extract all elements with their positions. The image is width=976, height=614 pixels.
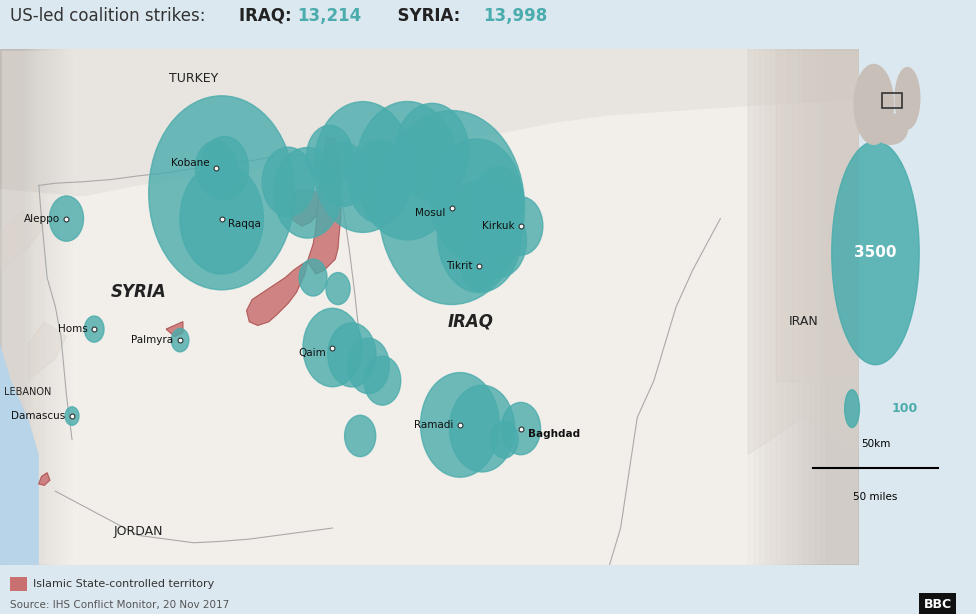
Circle shape: [195, 141, 237, 196]
Circle shape: [502, 402, 541, 455]
Polygon shape: [0, 211, 44, 270]
Text: LEBANON: LEBANON: [4, 387, 52, 397]
Circle shape: [328, 323, 376, 387]
Polygon shape: [0, 395, 27, 454]
Polygon shape: [776, 49, 859, 381]
Circle shape: [430, 139, 523, 262]
Circle shape: [348, 141, 411, 223]
Ellipse shape: [895, 68, 919, 129]
Text: Source: IHS Conflict Monitor, 20 Nov 2017: Source: IHS Conflict Monitor, 20 Nov 201…: [10, 600, 229, 610]
Text: 13,998: 13,998: [483, 7, 548, 25]
Text: 50 miles: 50 miles: [853, 492, 898, 502]
Text: IRAQ:: IRAQ:: [239, 7, 298, 25]
Polygon shape: [748, 49, 859, 454]
Circle shape: [450, 385, 514, 472]
Text: 50km: 50km: [861, 438, 890, 448]
Text: SYRIA: SYRIA: [110, 283, 166, 301]
Circle shape: [499, 196, 543, 255]
Circle shape: [180, 163, 264, 274]
Polygon shape: [0, 49, 859, 196]
Circle shape: [379, 111, 524, 305]
Polygon shape: [27, 322, 66, 381]
Circle shape: [461, 242, 498, 291]
Polygon shape: [166, 322, 183, 336]
Circle shape: [313, 102, 412, 232]
Text: 13,214: 13,214: [298, 7, 362, 25]
Circle shape: [355, 101, 460, 240]
Polygon shape: [288, 189, 318, 226]
Circle shape: [50, 196, 84, 241]
Polygon shape: [0, 344, 39, 565]
Circle shape: [345, 415, 376, 457]
Circle shape: [65, 407, 79, 426]
Polygon shape: [247, 262, 307, 325]
Circle shape: [172, 328, 189, 352]
Circle shape: [364, 356, 401, 405]
Circle shape: [490, 421, 518, 458]
Text: 100: 100: [891, 402, 917, 415]
Circle shape: [84, 316, 104, 342]
Circle shape: [473, 167, 524, 233]
Text: TURKEY: TURKEY: [169, 72, 219, 85]
Ellipse shape: [874, 114, 908, 144]
Text: Damascus: Damascus: [11, 411, 65, 421]
Text: JORDAN: JORDAN: [114, 525, 163, 538]
Text: 3500: 3500: [854, 246, 897, 260]
Polygon shape: [39, 473, 50, 485]
Text: Qaim: Qaim: [298, 348, 326, 359]
Text: IRAN: IRAN: [789, 315, 818, 328]
Circle shape: [470, 204, 526, 278]
Text: Islamic State-controlled territory: Islamic State-controlled territory: [33, 579, 215, 589]
Text: Mosul: Mosul: [415, 208, 445, 219]
Text: Kirkuk: Kirkuk: [481, 221, 514, 231]
Text: IRAQ: IRAQ: [448, 313, 494, 331]
Text: Ramadi: Ramadi: [414, 420, 453, 430]
Text: Kobane: Kobane: [171, 158, 210, 168]
Circle shape: [300, 259, 327, 296]
Text: Palmyra: Palmyra: [132, 335, 174, 345]
Circle shape: [148, 96, 295, 290]
Circle shape: [200, 136, 249, 201]
Circle shape: [421, 373, 500, 477]
Circle shape: [319, 142, 368, 206]
Circle shape: [844, 390, 860, 427]
Circle shape: [263, 147, 314, 216]
Polygon shape: [307, 138, 341, 274]
Text: SYRIA:: SYRIA:: [386, 7, 466, 25]
Text: US-led coalition strikes:: US-led coalition strikes:: [10, 7, 211, 25]
Circle shape: [832, 141, 919, 365]
Text: Homs: Homs: [58, 324, 88, 334]
Text: Raqqa: Raqqa: [228, 219, 262, 230]
Text: BBC: BBC: [923, 598, 952, 612]
Text: Aleppo: Aleppo: [23, 214, 60, 223]
Circle shape: [395, 103, 469, 201]
Text: Tikrit: Tikrit: [446, 262, 472, 271]
Bar: [881, 93, 902, 108]
Polygon shape: [0, 49, 859, 565]
Ellipse shape: [854, 64, 893, 144]
Text: Baghdad: Baghdad: [527, 429, 580, 440]
Circle shape: [437, 182, 521, 292]
Circle shape: [273, 147, 342, 238]
Circle shape: [306, 125, 352, 187]
Circle shape: [347, 338, 389, 394]
Circle shape: [326, 273, 350, 305]
Circle shape: [303, 308, 362, 387]
